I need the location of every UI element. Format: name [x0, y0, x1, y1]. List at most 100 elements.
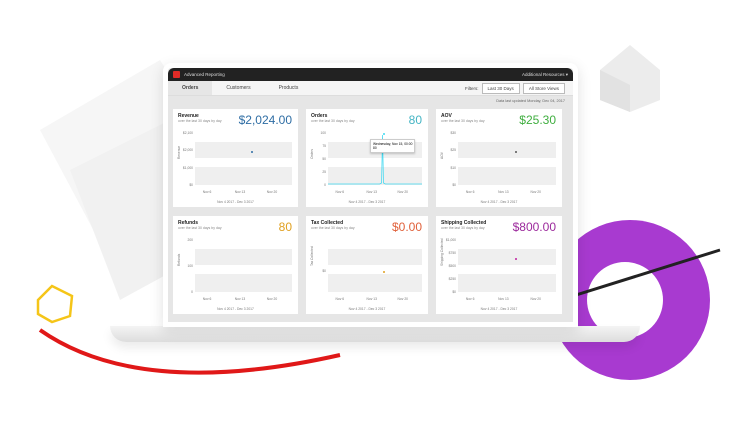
mini-chart: 100 75 50 25 0 Nov 6 Nov 13 Nov 20 Wednesday, No… — [320, 131, 422, 194]
x-tick: Nov 20 — [266, 297, 278, 301]
chart-band — [195, 249, 292, 265]
card-refunds[interactable]: Refunds over the last 30 days by day 80 … — [173, 216, 298, 314]
date-range-label: Nov 4 2017 - Dec 3 2017 — [348, 307, 386, 311]
y-axis-label: AOV — [440, 152, 444, 159]
card-value: 80 — [278, 220, 292, 234]
tab-bar: Orders Customers Products Filters: Last … — [168, 81, 573, 96]
card-tax-collected[interactable]: Tax Collected over the last 30 days by d… — [306, 216, 428, 314]
tab-products[interactable]: Products — [278, 85, 299, 91]
card-title: Orders — [311, 113, 328, 119]
x-tick: Nov 20 — [397, 190, 408, 194]
card-title: Shipping Collected — [441, 220, 487, 226]
tab-orders[interactable]: Orders — [168, 81, 213, 95]
y-tick: $30 — [450, 131, 456, 135]
card-orders[interactable]: Orders over the last 30 days by day 80 O… — [306, 109, 428, 207]
data-point[interactable] — [514, 258, 517, 261]
card-subtitle: over the last 30 days by day — [311, 226, 355, 230]
y-tick: 100 — [320, 131, 326, 135]
y-tick: 0 — [324, 183, 326, 187]
x-tick: Nov 13 — [498, 190, 509, 194]
chart-band — [458, 167, 556, 185]
y-tick: 50 — [322, 157, 326, 161]
chart-band — [195, 274, 292, 292]
card-subtitle: over the last 30 days by day — [178, 119, 222, 123]
data-point[interactable] — [514, 151, 517, 154]
date-range-label: Nov 4 2017 - Dec 3 2017 — [480, 200, 518, 204]
x-tick: Nov 6 — [465, 190, 475, 194]
card-shipping-collected[interactable]: Shipping Collected over the last 30 days… — [436, 216, 562, 314]
tab-customers[interactable]: Customers — [226, 85, 251, 91]
y-tick: 100 — [187, 264, 193, 268]
y-tick: $10 — [450, 165, 456, 170]
card-title: AOV — [441, 113, 452, 119]
y-axis-label: Tax Collected — [310, 246, 314, 266]
data-point[interactable] — [382, 133, 385, 135]
mini-chart: $2,100 $2,000 $1,000 $0 Nov 6 Nov 13 Nov 20 — [183, 131, 292, 194]
x-tick: Nov 13 — [366, 297, 377, 301]
laptop-base — [110, 326, 640, 342]
y-tick: 75 — [322, 144, 326, 148]
x-tick: Nov 6 — [202, 297, 212, 301]
card-subtitle: over the last 30 days by day — [178, 226, 222, 230]
card-value: $25.30 — [519, 113, 556, 127]
date-range-label: Nov 4 2017 - Dec 3 2017 — [348, 200, 386, 204]
y-tick: $250 — [448, 277, 456, 281]
filters-label: Filters: — [465, 85, 479, 91]
x-tick: Nov 6 — [465, 297, 475, 301]
card-subtitle: over the last 30 days by day — [311, 119, 355, 123]
tooltip: Wednesday, Nov 15, 00:00 80 — [370, 139, 416, 153]
card-revenue[interactable]: Revenue over the last 30 days by day $2,… — [173, 109, 298, 207]
y-tick: $25 — [450, 148, 456, 153]
y-tick: $500 — [448, 264, 456, 268]
y-tick: $1,000 — [182, 165, 193, 170]
card-value: $0.00 — [391, 220, 422, 234]
mini-chart: $1,000 $750 $500 $250 $0 Nov 6 Nov 13 Nov 20 — [446, 238, 556, 301]
card-title: Refunds — [178, 220, 198, 226]
tooltip-date: Wednesday, Nov 15, 00:00 — [373, 142, 413, 146]
store-view-button[interactable]: All Store Views — [522, 82, 565, 94]
magento-logo-icon — [173, 71, 180, 78]
chart-band — [328, 167, 422, 185]
y-tick: $2,000 — [182, 148, 193, 153]
additional-resources-menu[interactable]: Additional Resources ▾ — [521, 71, 568, 77]
chart-band — [458, 249, 556, 265]
date-range-label: Nov 4 2017 - Dec 3 2017 — [480, 307, 518, 311]
x-tick: Nov 6 — [335, 297, 345, 301]
chart-band — [328, 249, 422, 265]
y-tick: 200 — [187, 238, 193, 242]
date-range-label: Nov 4 2017 - Dec 3 2017 — [217, 200, 254, 204]
laptop-screen: Advanced Reporting Additional Resources … — [163, 63, 578, 327]
y-tick: $0 — [452, 183, 456, 187]
data-point[interactable] — [251, 151, 254, 154]
orders-line — [328, 134, 422, 185]
mini-chart: 200 100 0 Nov 6 Nov 13 Nov 20 — [187, 238, 292, 301]
x-tick: Nov 13 — [234, 190, 246, 194]
card-aov[interactable]: AOV over the last 30 days by day $25.30 … — [436, 109, 562, 207]
y-tick: 25 — [322, 170, 326, 174]
card-subtitle: over the last 30 days by day — [441, 119, 485, 123]
x-tick: Nov 20 — [530, 190, 541, 194]
y-tick: $0 — [322, 269, 326, 274]
card-value: $800.00 — [512, 220, 556, 234]
y-tick: $1,000 — [445, 238, 456, 242]
card-value: $2,024.00 — [238, 113, 292, 127]
chart-band — [328, 274, 422, 292]
date-range-button[interactable]: Last 30 Days — [481, 82, 520, 94]
filters: Filters: Last 30 Days All Store Views — [465, 82, 573, 94]
mini-chart: $0 Nov 6 Nov 13 Nov 20 — [322, 240, 422, 301]
top-bar: Advanced Reporting Additional Resources … — [168, 68, 573, 81]
x-tick: Nov 6 — [202, 190, 212, 194]
data-point[interactable] — [382, 271, 385, 274]
x-tick: Nov 13 — [498, 297, 509, 301]
x-tick: Nov 20 — [397, 297, 408, 301]
app-title: Advanced Reporting — [184, 72, 225, 77]
card-title: Revenue — [178, 113, 199, 119]
card-subtitle: over the last 30 days by day — [441, 226, 485, 230]
y-tick: $0 — [452, 290, 456, 294]
x-tick: Nov 6 — [335, 190, 345, 194]
chart-band — [195, 142, 292, 158]
y-tick: $750 — [448, 251, 456, 255]
date-range-label: Nov 4 2017 - Dec 3 2017 — [217, 307, 254, 311]
x-tick: Nov 13 — [366, 190, 377, 194]
last-updated: Data last updated Monday, Dec 04, 2017 — [496, 99, 565, 103]
